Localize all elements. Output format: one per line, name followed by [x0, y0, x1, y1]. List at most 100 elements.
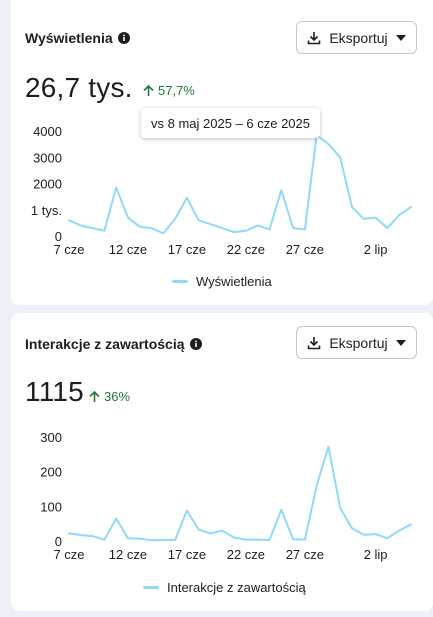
data-point[interactable] — [208, 221, 214, 227]
data-point[interactable] — [101, 537, 107, 543]
y-tick-label: 0 — [55, 229, 62, 244]
data-point[interactable] — [101, 228, 107, 234]
data-point[interactable] — [396, 212, 402, 218]
data-point[interactable] — [184, 507, 190, 513]
y-tick-label: 2000 — [33, 177, 62, 192]
y-tick-label: 300 — [40, 430, 62, 445]
x-tick-label: 17 cze — [168, 547, 206, 562]
data-point[interactable] — [255, 537, 261, 543]
data-point[interactable] — [78, 223, 84, 229]
interactions-delta-value: 36% — [104, 389, 131, 404]
series-line[interactable] — [68, 133, 412, 235]
data-point[interactable] — [172, 537, 178, 543]
data-point[interactable] — [266, 537, 272, 543]
x-tick-label: 2 lip — [364, 547, 388, 562]
data-point[interactable] — [90, 533, 96, 539]
data-point[interactable] — [113, 184, 119, 190]
data-point[interactable] — [373, 215, 379, 221]
arrow-up-icon — [89, 390, 100, 402]
y-tick-label: 200 — [40, 465, 62, 480]
data-point[interactable] — [231, 229, 237, 235]
data-point[interactable] — [184, 195, 190, 201]
data-point[interactable] — [384, 535, 390, 541]
data-point[interactable] — [349, 204, 355, 210]
data-point[interactable] — [196, 527, 202, 533]
data-point[interactable] — [384, 225, 390, 231]
data-point[interactable] — [90, 225, 96, 231]
x-tick-label: 27 cze — [286, 242, 324, 257]
data-point[interactable] — [314, 483, 320, 489]
data-point[interactable] — [325, 141, 331, 147]
x-tick-label: 7 cze — [53, 242, 84, 257]
info-icon[interactable] — [117, 32, 130, 44]
data-point[interactable] — [160, 537, 166, 543]
data-point[interactable] — [302, 226, 308, 232]
export-button[interactable]: Eksportuj — [296, 21, 417, 54]
views-legend-label: Wyświetlenia — [196, 274, 272, 289]
data-point[interactable] — [219, 528, 225, 534]
interactions-card: Interakcje z zawartością Eksportuj 1115 … — [11, 313, 433, 611]
caret-down-icon — [395, 34, 406, 41]
data-point[interactable] — [125, 535, 131, 541]
data-point[interactable] — [361, 532, 367, 538]
export-button[interactable]: Eksportuj — [296, 326, 417, 359]
views-value: 26,7 tys. — [25, 72, 133, 103]
data-point[interactable] — [196, 217, 202, 223]
caret-down-icon — [395, 339, 406, 346]
data-point[interactable] — [172, 216, 178, 222]
data-point[interactable] — [137, 536, 143, 542]
data-point[interactable] — [66, 530, 72, 536]
data-point[interactable] — [278, 507, 284, 513]
data-point[interactable] — [337, 505, 343, 511]
views-card: Wyświetlenia Eksportuj 26,7 tys. 57,7% 0… — [11, 0, 433, 305]
data-point[interactable] — [125, 215, 131, 221]
data-point[interactable] — [408, 204, 414, 210]
data-point[interactable] — [278, 187, 284, 193]
data-point[interactable] — [219, 225, 225, 231]
download-icon — [308, 31, 321, 44]
download-icon — [308, 336, 321, 349]
data-point[interactable] — [243, 228, 249, 234]
data-point[interactable] — [149, 225, 155, 231]
data-point[interactable] — [290, 536, 296, 542]
x-tick-label: 27 cze — [286, 547, 324, 562]
data-point[interactable] — [137, 224, 143, 230]
data-point[interactable] — [373, 531, 379, 537]
data-point[interactable] — [290, 225, 296, 231]
interactions-legend-label: Interakcje z zawartością — [167, 580, 306, 595]
data-point[interactable] — [266, 226, 272, 232]
data-point[interactable] — [66, 217, 72, 223]
data-point[interactable] — [302, 537, 308, 543]
views-legend[interactable]: Wyświetlenia — [172, 274, 272, 289]
data-point[interactable] — [361, 216, 367, 222]
data-point[interactable] — [349, 525, 355, 531]
x-tick-label: 12 cze — [109, 242, 147, 257]
x-tick-label: 12 cze — [109, 547, 147, 562]
series-line[interactable] — [68, 445, 412, 542]
views-delta: 57,7% — [143, 83, 195, 98]
y-tick-label: 4000 — [33, 124, 62, 139]
data-point[interactable] — [78, 532, 84, 538]
data-point[interactable] — [149, 537, 155, 543]
y-tick-label: 100 — [40, 499, 62, 514]
data-point[interactable] — [208, 530, 214, 536]
data-point[interactable] — [160, 230, 166, 236]
views-line-chart: 0 1 tys. 2000 3000 4000 7 cze 12 cze 17 cze 22 c… — [31, 124, 414, 257]
interactions-legend[interactable]: Interakcje z zawartością — [143, 580, 306, 595]
data-point[interactable] — [396, 528, 402, 534]
export-label: Eksportuj — [329, 29, 388, 46]
x-tick-label: 22 cze — [227, 242, 265, 257]
x-tick-label: 22 cze — [227, 547, 265, 562]
data-point[interactable] — [408, 521, 414, 527]
data-point[interactable] — [337, 154, 343, 160]
interactions-line-chart: 0 100 200 300 7 cze 12 cze 17 cze 22 cze 27 cze 2… — [40, 430, 414, 562]
data-point[interactable] — [325, 444, 331, 450]
info-icon[interactable] — [189, 338, 202, 350]
data-point[interactable] — [255, 223, 261, 229]
views-title-text: Wyświetlenia — [25, 30, 113, 46]
data-point[interactable] — [113, 515, 119, 521]
data-point[interactable] — [231, 535, 237, 541]
data-point[interactable] — [243, 537, 249, 543]
y-tick-label: 3000 — [33, 150, 62, 165]
y-tick-label: 0 — [55, 534, 62, 549]
